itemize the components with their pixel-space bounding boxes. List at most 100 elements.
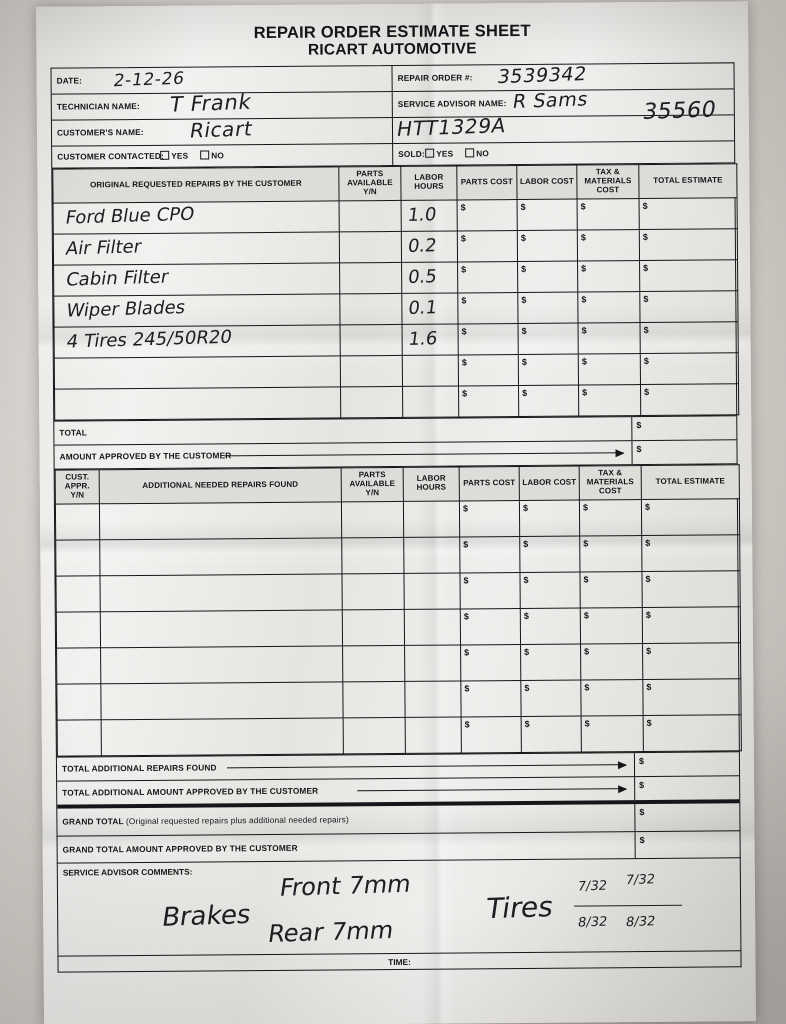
cell-add-parts-cost[interactable]	[460, 680, 522, 717]
cell-parts-available[interactable]	[339, 262, 402, 294]
cell-cust-appr[interactable]	[57, 719, 102, 756]
checkbox-contacted-no[interactable]	[200, 150, 210, 160]
cell-parts-cost[interactable]	[457, 199, 518, 231]
service-advisor-comments-area[interactable]: SERVICE ADVISOR COMMENTS: Brakes Front 7…	[58, 858, 741, 955]
cell-repair-description[interactable]	[54, 386, 341, 420]
cell-add-total-estimate[interactable]	[641, 570, 741, 608]
cell-tax-materials-cost[interactable]	[578, 384, 641, 416]
original-approved-value-cell[interactable]	[632, 440, 736, 464]
cell-repair-description[interactable]: Air Filter	[53, 231, 340, 265]
cell-add-parts-cost[interactable]	[461, 716, 522, 753]
sold-yes-option[interactable]: YES	[425, 149, 453, 159]
cell-parts-cost[interactable]	[457, 292, 519, 324]
grand-total-approved-value-cell[interactable]	[636, 831, 740, 858]
cell-parts-cost[interactable]	[458, 385, 519, 417]
cell-repair-description[interactable]: Cabin Filter	[53, 262, 340, 296]
cell-total-estimate[interactable]	[639, 259, 738, 292]
cell-add-tax-materials-cost[interactable]	[579, 535, 642, 572]
cell-add-total-estimate[interactable]	[642, 606, 741, 644]
cell-add-labor-hours[interactable]	[404, 680, 462, 717]
cell-parts-cost[interactable]	[458, 354, 519, 386]
cell-add-parts-cost[interactable]	[459, 500, 520, 537]
cell-add-tax-materials-cost[interactable]	[580, 643, 643, 680]
cell-add-tax-materials-cost[interactable]	[581, 715, 644, 752]
cell-labor-hours[interactable]: 1.6	[402, 323, 459, 356]
cell-cust-appr[interactable]	[56, 683, 102, 720]
cell-labor-hours[interactable]: 0.2	[401, 230, 458, 263]
cell-add-parts-available[interactable]	[341, 572, 405, 610]
cell-add-parts-available[interactable]	[342, 644, 405, 682]
cell-labor-cost[interactable]	[517, 260, 578, 293]
cell-tax-materials-cost[interactable]	[577, 291, 641, 323]
cell-add-total-estimate[interactable]	[642, 642, 741, 680]
cell-parts-available[interactable]	[340, 324, 403, 356]
cell-cust-appr[interactable]	[55, 539, 100, 576]
cell-total-estimate[interactable]	[640, 321, 739, 354]
cell-additional-repair-description[interactable]	[100, 681, 344, 720]
cell-labor-cost[interactable]	[517, 229, 578, 262]
cell-add-parts-available[interactable]	[342, 608, 405, 646]
cell-add-labor-hours[interactable]	[404, 608, 461, 645]
cell-add-parts-available[interactable]	[343, 716, 406, 754]
cell-add-labor-hours[interactable]	[403, 536, 460, 573]
cell-tax-materials-cost[interactable]	[578, 322, 641, 354]
cell-total-estimate[interactable]	[639, 228, 738, 261]
cell-additional-repair-description[interactable]	[100, 609, 343, 648]
cell-add-total-estimate[interactable]	[643, 714, 742, 752]
cell-add-labor-cost[interactable]	[519, 499, 580, 537]
grand-total-value-cell[interactable]	[635, 803, 739, 831]
customer-contacted-no-option[interactable]: NO	[200, 151, 224, 161]
cell-total-estimate[interactable]	[640, 352, 739, 385]
cell-labor-cost[interactable]	[517, 198, 578, 231]
cell-repair-description[interactable]	[54, 355, 341, 389]
date-field[interactable]: DATE: 2-12-26	[51, 65, 393, 94]
cell-add-total-estimate[interactable]	[641, 498, 740, 536]
original-total-value-cell[interactable]	[632, 416, 736, 440]
cell-add-total-estimate[interactable]	[642, 678, 742, 716]
cell-labor-hours[interactable]	[402, 385, 459, 418]
cell-add-parts-available[interactable]	[341, 536, 404, 574]
cell-tax-materials-cost[interactable]	[578, 353, 641, 385]
cell-add-tax-materials-cost[interactable]	[579, 571, 643, 608]
cell-parts-available[interactable]	[339, 200, 402, 232]
cell-labor-hours[interactable]: 0.1	[401, 292, 459, 325]
cell-additional-repair-description[interactable]	[100, 645, 343, 684]
customer-name-field[interactable]: CUSTOMER'S NAME: Ricart	[51, 116, 394, 146]
cell-add-labor-hours[interactable]	[403, 572, 461, 609]
repair-order-field[interactable]: REPAIR ORDER #: 3539342	[392, 63, 733, 91]
cell-add-total-estimate[interactable]	[641, 534, 740, 572]
cell-repair-description[interactable]: Wiper Blades	[53, 293, 341, 327]
sold-no-option[interactable]: NO	[465, 149, 489, 159]
cell-add-labor-cost[interactable]	[520, 643, 581, 681]
cell-labor-cost[interactable]	[518, 384, 579, 417]
cell-additional-repair-description[interactable]	[101, 717, 344, 756]
cell-parts-cost[interactable]	[457, 261, 518, 293]
cell-add-labor-hours[interactable]	[404, 644, 461, 681]
cell-labor-cost[interactable]	[517, 291, 579, 324]
cell-total-estimate[interactable]	[640, 383, 739, 416]
total-additional-approved-value-cell[interactable]	[635, 776, 739, 800]
cell-parts-available[interactable]	[340, 386, 403, 418]
cell-labor-cost[interactable]	[518, 322, 579, 355]
cell-repair-description[interactable]: 4 Tires 245/50R20	[54, 324, 341, 358]
cell-cust-appr[interactable]	[55, 575, 101, 612]
cell-additional-repair-description[interactable]	[99, 573, 343, 612]
cell-add-labor-cost[interactable]	[519, 535, 580, 573]
cell-parts-available[interactable]	[339, 293, 403, 325]
cell-add-parts-cost[interactable]	[459, 572, 521, 609]
cell-additional-repair-description[interactable]	[99, 537, 342, 576]
cell-add-labor-hours[interactable]	[403, 500, 460, 537]
customer-contacted-yes-option[interactable]: YES	[160, 151, 188, 161]
cell-tax-materials-cost[interactable]	[577, 198, 640, 230]
cell-add-labor-cost[interactable]	[519, 571, 581, 609]
cell-labor-hours[interactable]: 1.0	[401, 199, 458, 232]
cell-add-labor-cost[interactable]	[520, 607, 581, 645]
technician-field[interactable]: TECHNICIAN NAME: T Frank	[51, 90, 393, 120]
cell-repair-description[interactable]: Ford Blue CPO	[53, 200, 340, 234]
cell-add-tax-materials-cost[interactable]	[580, 607, 643, 644]
cell-add-tax-materials-cost[interactable]	[580, 679, 644, 716]
cell-additional-repair-description[interactable]	[99, 501, 342, 540]
cell-add-labor-cost[interactable]	[521, 715, 582, 753]
cell-parts-available[interactable]	[340, 355, 403, 387]
total-additional-repairs-value-cell[interactable]	[635, 752, 739, 776]
